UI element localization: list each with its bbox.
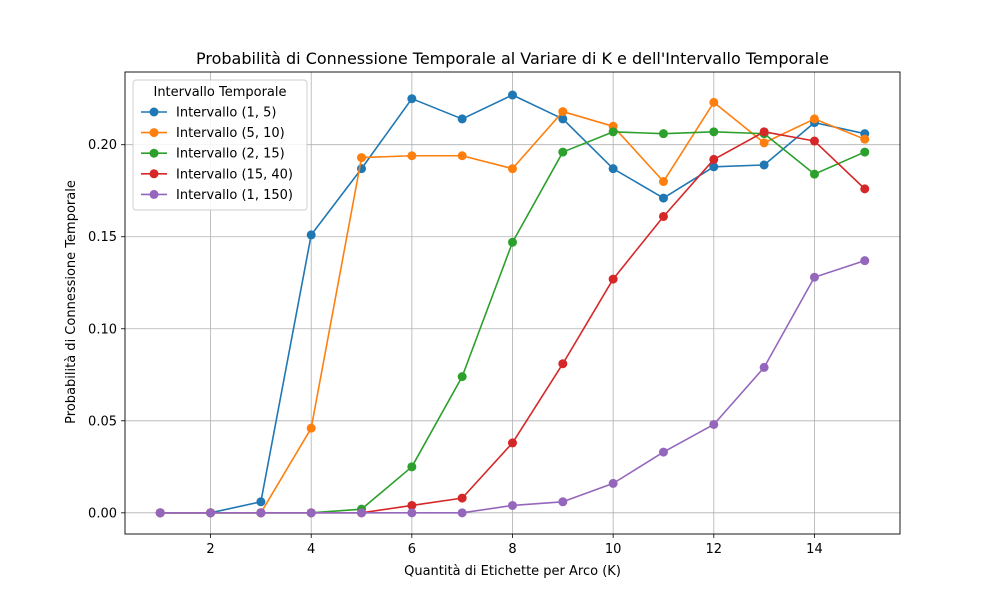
data-point <box>306 423 316 433</box>
legend-item: Intervallo (5, 10) <box>141 126 285 141</box>
data-point <box>658 129 668 139</box>
x-tick-label: 2 <box>206 542 214 557</box>
legend-box <box>132 79 308 211</box>
y-tick-label: 0.15 <box>88 230 117 245</box>
data-point <box>608 274 618 284</box>
data-point <box>809 272 819 282</box>
legend-label: Intervallo (15, 40) <box>176 167 293 182</box>
x-tick-label: 4 <box>307 542 315 557</box>
data-point <box>306 508 316 518</box>
data-point <box>809 169 819 179</box>
y-tick-label: 0.05 <box>88 414 117 429</box>
data-point <box>457 151 467 161</box>
legend-label: Intervallo (5, 10) <box>176 126 285 141</box>
chart-title: Probabilità di Connessione Temporale al … <box>196 49 829 68</box>
data-point <box>860 184 870 194</box>
data-point <box>457 114 467 124</box>
axes-frame <box>124 71 901 535</box>
data-point <box>206 508 216 518</box>
legend-marker <box>149 148 159 158</box>
data-point <box>457 508 467 518</box>
data-point <box>809 136 819 146</box>
x-tick-label: 12 <box>706 542 723 557</box>
data-point <box>759 160 769 170</box>
data-point <box>658 177 668 187</box>
y-tick-label: 0.10 <box>88 322 117 337</box>
data-point <box>608 164 618 174</box>
data-point <box>608 127 618 137</box>
data-point <box>558 359 568 369</box>
x-tick-label: 10 <box>605 542 622 557</box>
x-tick-label: 8 <box>508 542 516 557</box>
data-point <box>457 493 467 503</box>
series-5 <box>155 256 870 518</box>
data-point <box>306 230 316 240</box>
data-point <box>256 497 266 507</box>
data-point <box>508 164 517 174</box>
data-point <box>508 90 517 100</box>
data-point <box>558 114 568 124</box>
legend-marker <box>149 189 159 199</box>
legend-label: Intervallo (1, 5) <box>176 106 276 121</box>
legend-item: Intervallo (15, 40) <box>141 167 293 182</box>
legend-marker <box>149 128 159 138</box>
data-point <box>658 193 668 203</box>
legend-item: Intervallo (1, 150) <box>141 188 293 203</box>
data-point <box>759 362 769 372</box>
data-point <box>759 127 769 137</box>
legend-item: Intervallo (2, 15) <box>141 147 285 162</box>
x-tick-label: 6 <box>408 542 416 557</box>
data-point <box>860 134 870 144</box>
data-point <box>508 237 517 247</box>
data-point <box>407 500 417 510</box>
data-point <box>357 508 367 518</box>
data-point <box>860 256 870 266</box>
data-point <box>558 147 568 157</box>
data-point <box>658 447 668 457</box>
data-point <box>508 438 517 448</box>
legend-marker <box>149 107 159 117</box>
data-point <box>357 153 367 163</box>
data-point <box>407 151 417 161</box>
data-point <box>709 154 719 164</box>
data-point <box>709 97 719 107</box>
data-point <box>608 478 618 488</box>
legend-marker <box>149 169 159 179</box>
x-tick-label: 14 <box>806 542 823 557</box>
data-point <box>658 211 668 221</box>
data-point <box>709 127 719 137</box>
legend-item: Intervallo (1, 5) <box>141 106 276 121</box>
data-point <box>407 462 417 472</box>
data-point <box>256 508 266 518</box>
data-point <box>709 162 719 172</box>
data-point <box>155 508 165 518</box>
data-point <box>508 500 517 510</box>
legend-label: Intervallo (1, 150) <box>176 188 293 203</box>
y-axis-label: Probabilità di Connessione Temporale <box>64 180 79 424</box>
plot-area: 2 4 6 8 10 12 14 0.00 0.05 0.10 0.15 0.20 <box>88 71 901 557</box>
legend: Intervallo Temporale Intervallo (1, 5) Int… <box>132 79 308 211</box>
data-point <box>558 497 568 507</box>
data-point <box>759 138 769 148</box>
data-point <box>860 147 870 157</box>
y-tick-label: 0.00 <box>88 506 117 521</box>
legend-title: Intervallo Temporale <box>153 85 286 100</box>
legend-label: Intervallo (2, 15) <box>176 147 285 162</box>
data-point <box>558 107 568 117</box>
y-tick-label: 0.20 <box>88 138 117 153</box>
x-axis-label: Quantità di Etichette per Arco (K) <box>404 564 621 579</box>
data-point <box>809 114 819 124</box>
data-point <box>407 508 417 518</box>
data-point <box>407 94 417 104</box>
data-point <box>709 419 719 429</box>
data-point <box>457 372 467 382</box>
